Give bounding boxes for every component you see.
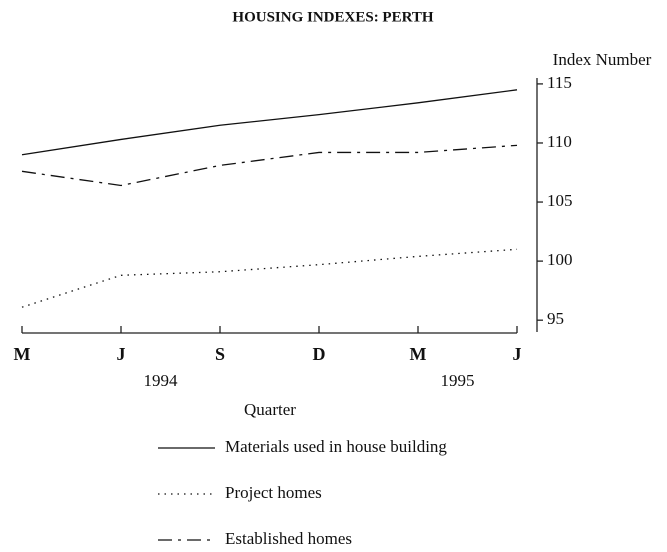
- data-line: [21, 144, 518, 187]
- x-axis-label: Quarter: [244, 400, 296, 419]
- x-tick-label: D: [313, 344, 326, 364]
- data-line: [21, 248, 518, 308]
- y-tick-label: 105: [547, 191, 573, 210]
- y-axis-label: Index Number: [553, 50, 652, 69]
- y-tick-label: 100: [547, 250, 573, 269]
- year-label: 1994: [144, 371, 179, 390]
- legend-label: Project homes: [225, 483, 322, 502]
- x-tick-label: J: [117, 344, 126, 364]
- x-tick-label: M: [14, 344, 31, 364]
- data-line: [21, 89, 518, 156]
- x-tick-label: J: [513, 344, 522, 364]
- y-tick-label: 115: [547, 73, 572, 92]
- y-tick-label: 95: [547, 309, 564, 328]
- year-label: 1995: [441, 371, 475, 390]
- x-tick-label: M: [410, 344, 427, 364]
- x-tick-label: S: [215, 344, 225, 364]
- legend-label: Materials used in house building: [225, 437, 447, 456]
- chart-title: HOUSING INDEXES: PERTH: [232, 9, 434, 25]
- y-tick-label: 110: [547, 132, 572, 151]
- legend-label: Established homes: [225, 529, 352, 548]
